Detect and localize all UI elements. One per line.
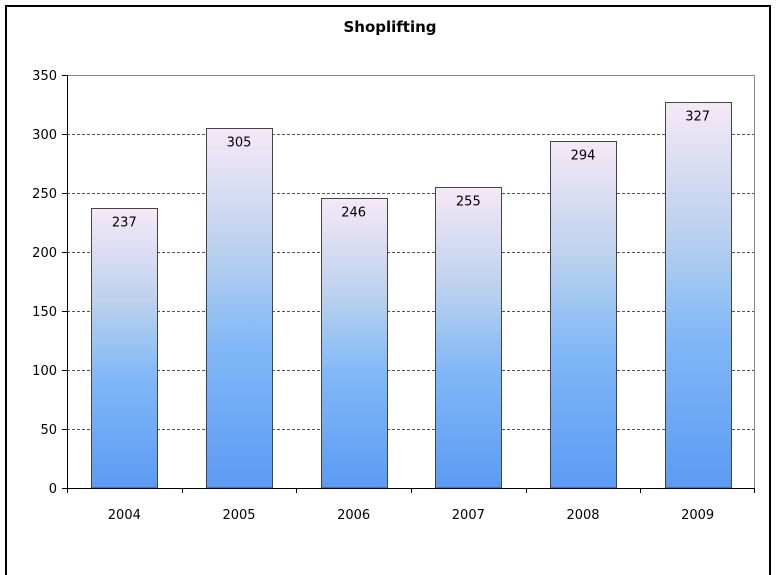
axes <box>62 75 755 493</box>
x-tick-label-2004: 2004 <box>108 508 141 523</box>
bar-2006 <box>321 198 388 489</box>
x-tick-label-2007: 2007 <box>452 508 485 523</box>
data-label-2006: 246 <box>341 206 366 221</box>
bars <box>91 102 732 489</box>
bar-2009 <box>665 102 732 489</box>
data-label-2008: 294 <box>571 149 596 164</box>
y-tick-label: 250 <box>32 187 57 202</box>
y-tick-label: 350 <box>32 69 57 84</box>
data-label-2007: 255 <box>456 195 481 210</box>
y-tick-label: 50 <box>40 423 57 438</box>
y-tick-label: 0 <box>49 482 57 497</box>
x-tick-label-2009: 2009 <box>681 508 714 523</box>
data-label-2004: 237 <box>112 216 137 231</box>
bar-2007 <box>435 187 502 489</box>
bar-2005 <box>206 128 273 489</box>
y-tick-label: 300 <box>32 128 57 143</box>
x-tick-label-2006: 2006 <box>337 508 370 523</box>
x-tick-label-2005: 2005 <box>222 508 255 523</box>
bar-2008 <box>550 141 617 489</box>
y-tick-labels: 0 50 100 150 200 250 300 350 <box>32 69 57 497</box>
x-tick-labels: 2004 2005 2006 2007 2008 2009 <box>108 508 714 523</box>
chart-title: Shoplifting <box>343 18 437 36</box>
y-tick-label: 100 <box>32 364 57 379</box>
data-label-2005: 305 <box>227 136 252 151</box>
bar-2004 <box>91 208 158 489</box>
gridlines <box>67 134 755 430</box>
x-tick-label-2008: 2008 <box>566 508 599 523</box>
y-tick-label: 200 <box>32 246 57 261</box>
data-labels: 237 305 246 255 294 327 <box>112 110 710 231</box>
y-tick-label: 150 <box>32 305 57 320</box>
data-label-2009: 327 <box>685 110 710 125</box>
